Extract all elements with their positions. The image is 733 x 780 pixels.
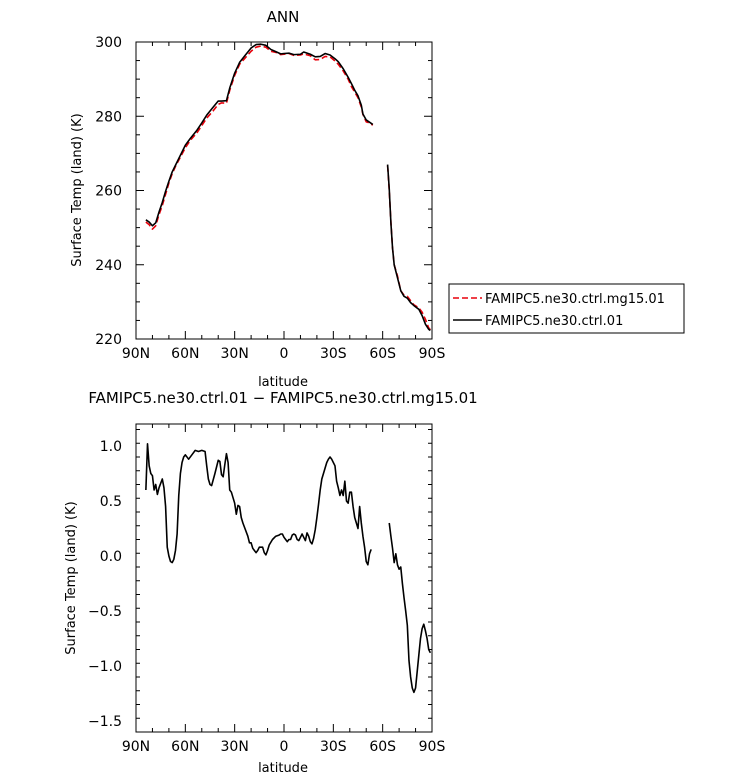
top-ticks (135, 41, 433, 340)
top-x-tick-label: 30S (320, 346, 347, 362)
top-y-tick-label: 240 (95, 258, 122, 274)
bottom-y-tick-label: 0.0 (100, 549, 122, 565)
legend-box (448, 283, 685, 334)
top-x-tick-label: 0 (280, 346, 289, 362)
bottom-y-tick-label: 1.0 (100, 439, 122, 455)
bottom-x-tick-label: 90N (122, 739, 150, 755)
top-x-tick-labels: 90N 60N 30N 0 30S 60S 90S (122, 346, 446, 362)
top-x-tick-label: 60S (369, 346, 396, 362)
bottom-y-tick-labels: −1.5 −1.0 −0.5 0.0 0.5 1.0 (88, 439, 122, 730)
top-series-0-segment-1 (386, 165, 431, 331)
bottom-title: FAMIPC5.ne30.ctrl.01 − FAMIPC5.ne30.ctrl… (88, 389, 477, 407)
top-x-tick-label: 30N (221, 346, 249, 362)
top-y-axis-label: Surface Temp (land) (K) (70, 113, 85, 266)
legend: FAMIPC5.ne30.ctrl.mg15.01 FAMIPC5.ne30.c… (448, 283, 685, 334)
legend-label-mg15: FAMIPC5.ne30.ctrl.mg15.01 (485, 292, 665, 307)
bottom-ticks (135, 424, 433, 733)
top-y-tick-label: 280 (95, 109, 122, 125)
top-x-tick-label: 90S (419, 346, 446, 362)
top-title: ANN (267, 8, 300, 26)
bottom-series-lines (145, 443, 432, 694)
top-x-tick-label: 60N (171, 346, 199, 362)
bottom-x-tick-label: 90S (419, 739, 446, 755)
bottom-x-axis-label: latitude (258, 761, 308, 776)
top-y-tick-label: 220 (95, 332, 122, 348)
top-y-tick-label: 260 (95, 184, 122, 200)
bottom-x-tick-labels: 90N 60N 30N 0 30S 60S 90S (122, 739, 446, 755)
bottom-y-tick-label: −0.5 (88, 604, 122, 620)
bottom-series-0-segment-1 (388, 522, 432, 694)
top-series-1-segment-1 (386, 164, 431, 332)
bottom-x-tick-label: 60N (171, 739, 199, 755)
top-series-lines (145, 43, 431, 332)
bottom-y-axis-label: Surface Temp (land) (K) (64, 501, 79, 654)
top-x-tick-label: 90N (122, 346, 150, 362)
top-y-tick-label: 300 (95, 35, 122, 51)
bottom-x-tick-label: 60S (369, 739, 396, 755)
top-panel: ANN 90N 60N 30N 0 30S 60S 90S 220 240 26… (70, 8, 445, 390)
top-x-axis-label: latitude (258, 375, 308, 390)
bottom-x-tick-label: 30N (221, 739, 249, 755)
bottom-panel: FAMIPC5.ne30.ctrl.01 − FAMIPC5.ne30.ctrl… (64, 389, 478, 776)
bottom-y-tick-label: −1.5 (88, 714, 122, 730)
top-y-tick-labels: 220 240 260 280 300 (95, 35, 122, 348)
bottom-x-tick-label: 0 (280, 739, 289, 755)
top-series-1-segment-0 (145, 43, 374, 227)
legend-label-ctrl: FAMIPC5.ne30.ctrl.01 (485, 314, 623, 329)
bottom-x-tick-label: 30S (320, 739, 347, 755)
bottom-series-0-segment-0 (145, 443, 372, 566)
top-series-0-segment-0 (145, 45, 374, 230)
bottom-y-tick-label: −1.0 (88, 659, 122, 675)
bottom-y-tick-label: 0.5 (100, 494, 122, 510)
top-plot-frame (135, 41, 433, 340)
